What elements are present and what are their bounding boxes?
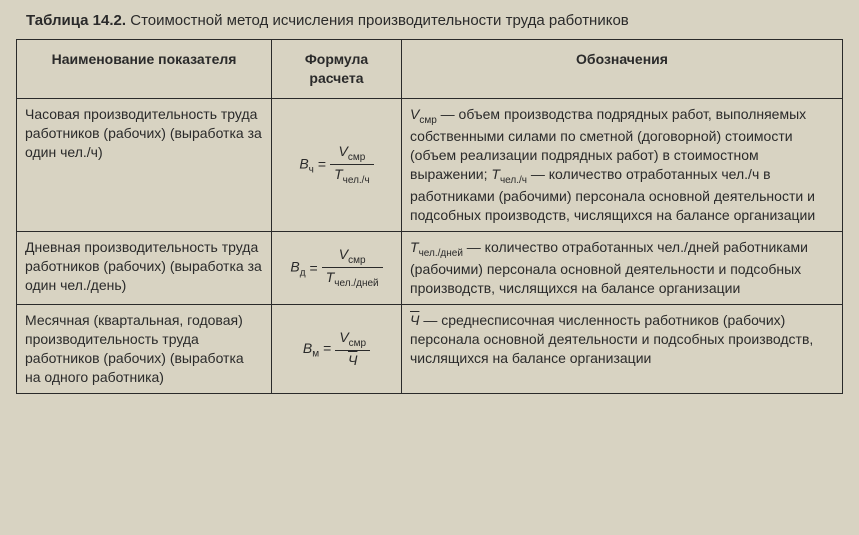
table-row: Дневная производительность труда работни…	[17, 231, 843, 304]
table-header-row: Наименование показателя Формула расчета …	[17, 40, 843, 99]
cell-notation: Ч — среднесписочная численность работник…	[402, 305, 843, 394]
caption-prefix: Таблица 14.2.	[26, 12, 126, 29]
cell-notation: Tчел./дней — количество отработанных чел…	[402, 231, 843, 304]
header-formula: Формула расчета	[272, 40, 402, 99]
cell-formula: Вч=VсмрTчел./ч	[272, 98, 402, 231]
cell-name: Часовая производительность труда работни…	[17, 98, 272, 231]
table-row: Месячная (квартальная, годовая) производ…	[17, 305, 843, 394]
cell-name: Месячная (квартальная, годовая) производ…	[17, 305, 272, 394]
productivity-table: Наименование показателя Формула расчета …	[16, 39, 843, 394]
cell-notation: Vсмр — объем производства подрядных рабо…	[402, 98, 843, 231]
table-row: Часовая производительность труда работни…	[17, 98, 843, 231]
cell-formula: Вд=VсмрTчел./дней	[272, 231, 402, 304]
header-notation: Обозначения	[402, 40, 843, 99]
caption-text: Стоимостной метод исчисления производите…	[130, 12, 629, 29]
table-body: Часовая производительность труда работни…	[17, 98, 843, 393]
cell-name: Дневная производительность труда работни…	[17, 231, 272, 304]
page: Таблица 14.2. Стоимостной метод исчислен…	[0, 0, 859, 394]
cell-formula: Вм=VсмрЧ	[272, 305, 402, 394]
header-name: Наименование показателя	[17, 40, 272, 99]
table-caption: Таблица 14.2. Стоимостной метод исчислен…	[26, 12, 843, 29]
